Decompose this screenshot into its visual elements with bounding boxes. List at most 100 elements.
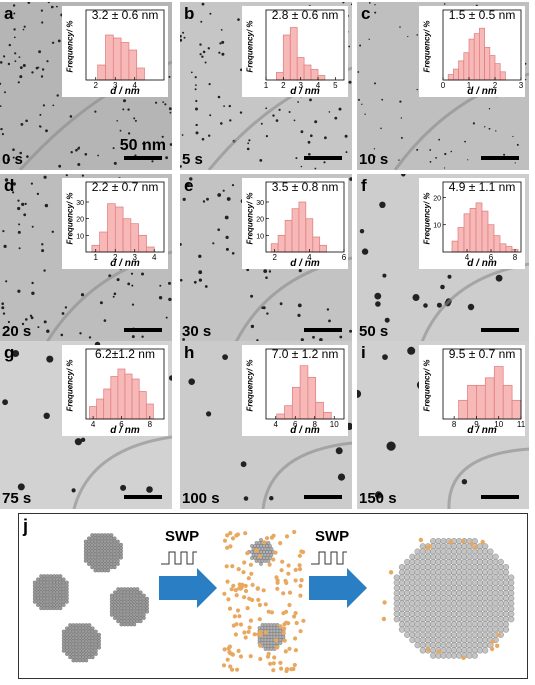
- crystal-atom: [492, 626, 499, 633]
- nanoparticle: [240, 68, 243, 72]
- dispersed-atom: [229, 587, 234, 592]
- crystal-atom: [476, 642, 484, 649]
- crystal-atom: [424, 569, 432, 576]
- crystal-atom: [482, 595, 489, 602]
- nanoparticle: [202, 50, 206, 54]
- histogram-bar: [117, 368, 126, 420]
- crystal-atom: [440, 548, 447, 555]
- crystal-atom: [456, 626, 463, 633]
- dispersed-atom: [222, 538, 228, 543]
- nanoparticle: [64, 306, 68, 309]
- dispersed-atom: [271, 661, 276, 666]
- size-stat-label: 1.5 ± 0.5 nm: [448, 8, 516, 22]
- crystal-atom: [497, 584, 504, 592]
- panel-label: h: [184, 343, 195, 362]
- dispersed-atom: [284, 534, 290, 539]
- y-axis-label: Frequency/ %: [422, 20, 432, 73]
- substrate-fold: [447, 447, 529, 509]
- nanoparticle: [80, 437, 86, 442]
- nanoparticle: [429, 161, 432, 163]
- residual-atom: [461, 538, 466, 544]
- x-tick-label: 5: [333, 81, 338, 90]
- crystal-atom: [456, 631, 463, 638]
- crystal-atom: [482, 610, 489, 618]
- nanoparticle: [208, 134, 211, 137]
- cluster-atom: [64, 599, 69, 604]
- crystal-atom: [414, 595, 421, 602]
- dispersed-atom: [271, 533, 276, 538]
- histogram-bar: [317, 75, 326, 81]
- crystal-atom: [398, 595, 406, 602]
- dispersed-atom: [262, 540, 267, 545]
- crystal-atom: [461, 636, 468, 644]
- histogram-bar: [473, 33, 480, 81]
- crystal-atom: [440, 553, 447, 560]
- crystal-atom: [424, 610, 432, 618]
- crystal-atom: [466, 621, 473, 628]
- histogram-bar: [468, 38, 475, 81]
- dispersed-atom: [238, 654, 244, 659]
- nanoparticle: [19, 75, 23, 79]
- crystal-atom: [398, 605, 406, 612]
- histogram-svg: 4 6 8 10: [265, 348, 345, 429]
- nanoparticle: [225, 235, 229, 239]
- crystal-atom: [456, 600, 463, 607]
- cluster-atom: [269, 553, 274, 557]
- crystal-atom: [497, 595, 504, 602]
- crystal-atom: [435, 631, 442, 638]
- nanoparticle: [373, 155, 376, 158]
- nanoparticle: [386, 441, 396, 451]
- dispersed-atom: [293, 578, 298, 583]
- crystal-atom: [398, 579, 406, 586]
- x-tick-label: 0: [441, 81, 446, 90]
- crystal-atom: [471, 574, 478, 581]
- x-axis-label: d / nm: [467, 86, 497, 97]
- crystal-atom: [466, 548, 473, 555]
- tem-image: [188, 354, 352, 509]
- crystal-atom: [419, 610, 426, 618]
- crystal-atom: [435, 543, 442, 550]
- nanoparticle: [26, 155, 29, 158]
- crystal-atom: [414, 642, 421, 649]
- x-tick-label: 4: [152, 253, 157, 262]
- nanoparticle: [444, 167, 446, 169]
- nanoparticle: [240, 461, 247, 468]
- nanoparticle: [13, 36, 16, 39]
- nanoparticle: [37, 326, 40, 329]
- crystal-atom: [508, 595, 515, 602]
- nanoparticle: [472, 122, 475, 125]
- nanoparticle: [265, 276, 268, 279]
- crystal-atom: [404, 610, 411, 618]
- nanoparticle: [195, 99, 198, 103]
- nanoparticle: [190, 71, 193, 74]
- crystal-atom: [440, 610, 447, 618]
- crystal-atom: [398, 569, 406, 576]
- nanoparticle: [200, 20, 203, 23]
- nanoparticle: [120, 484, 127, 491]
- crystal-atom: [435, 564, 442, 571]
- crystal-atom: [471, 584, 478, 592]
- time-label: 150 s: [359, 490, 397, 507]
- crystal-atom: [502, 605, 510, 612]
- tem-panel-h: h 100 s 4 6 8 10 7.0 ± 1.2 nm Frequency/ % d / n…: [180, 341, 352, 509]
- nanoparticle: [31, 281, 34, 285]
- nanoparticle: [429, 149, 432, 151]
- nanoparticle: [307, 140, 311, 144]
- nanoparticle: [46, 329, 50, 333]
- crystal-atom: [466, 652, 473, 659]
- crystal-atom: [435, 610, 442, 618]
- crystal-atom: [404, 595, 411, 602]
- dispersed-atom: [299, 578, 304, 583]
- crystal-atom: [424, 621, 432, 628]
- nanoparticle: [25, 119, 28, 123]
- dispersed-atom: [238, 622, 244, 627]
- histogram-svg: 1 2 3 4 5: [264, 9, 345, 90]
- x-tick-label: 2: [281, 81, 286, 90]
- nanoparticle: [1, 133, 4, 136]
- nanoparticle: [368, 2, 371, 4]
- histogram-bar: [494, 63, 501, 81]
- nanoparticle: [516, 143, 519, 146]
- crystal-atom: [487, 600, 494, 607]
- nanoparticle: [250, 294, 254, 298]
- crystal-atom: [461, 621, 468, 628]
